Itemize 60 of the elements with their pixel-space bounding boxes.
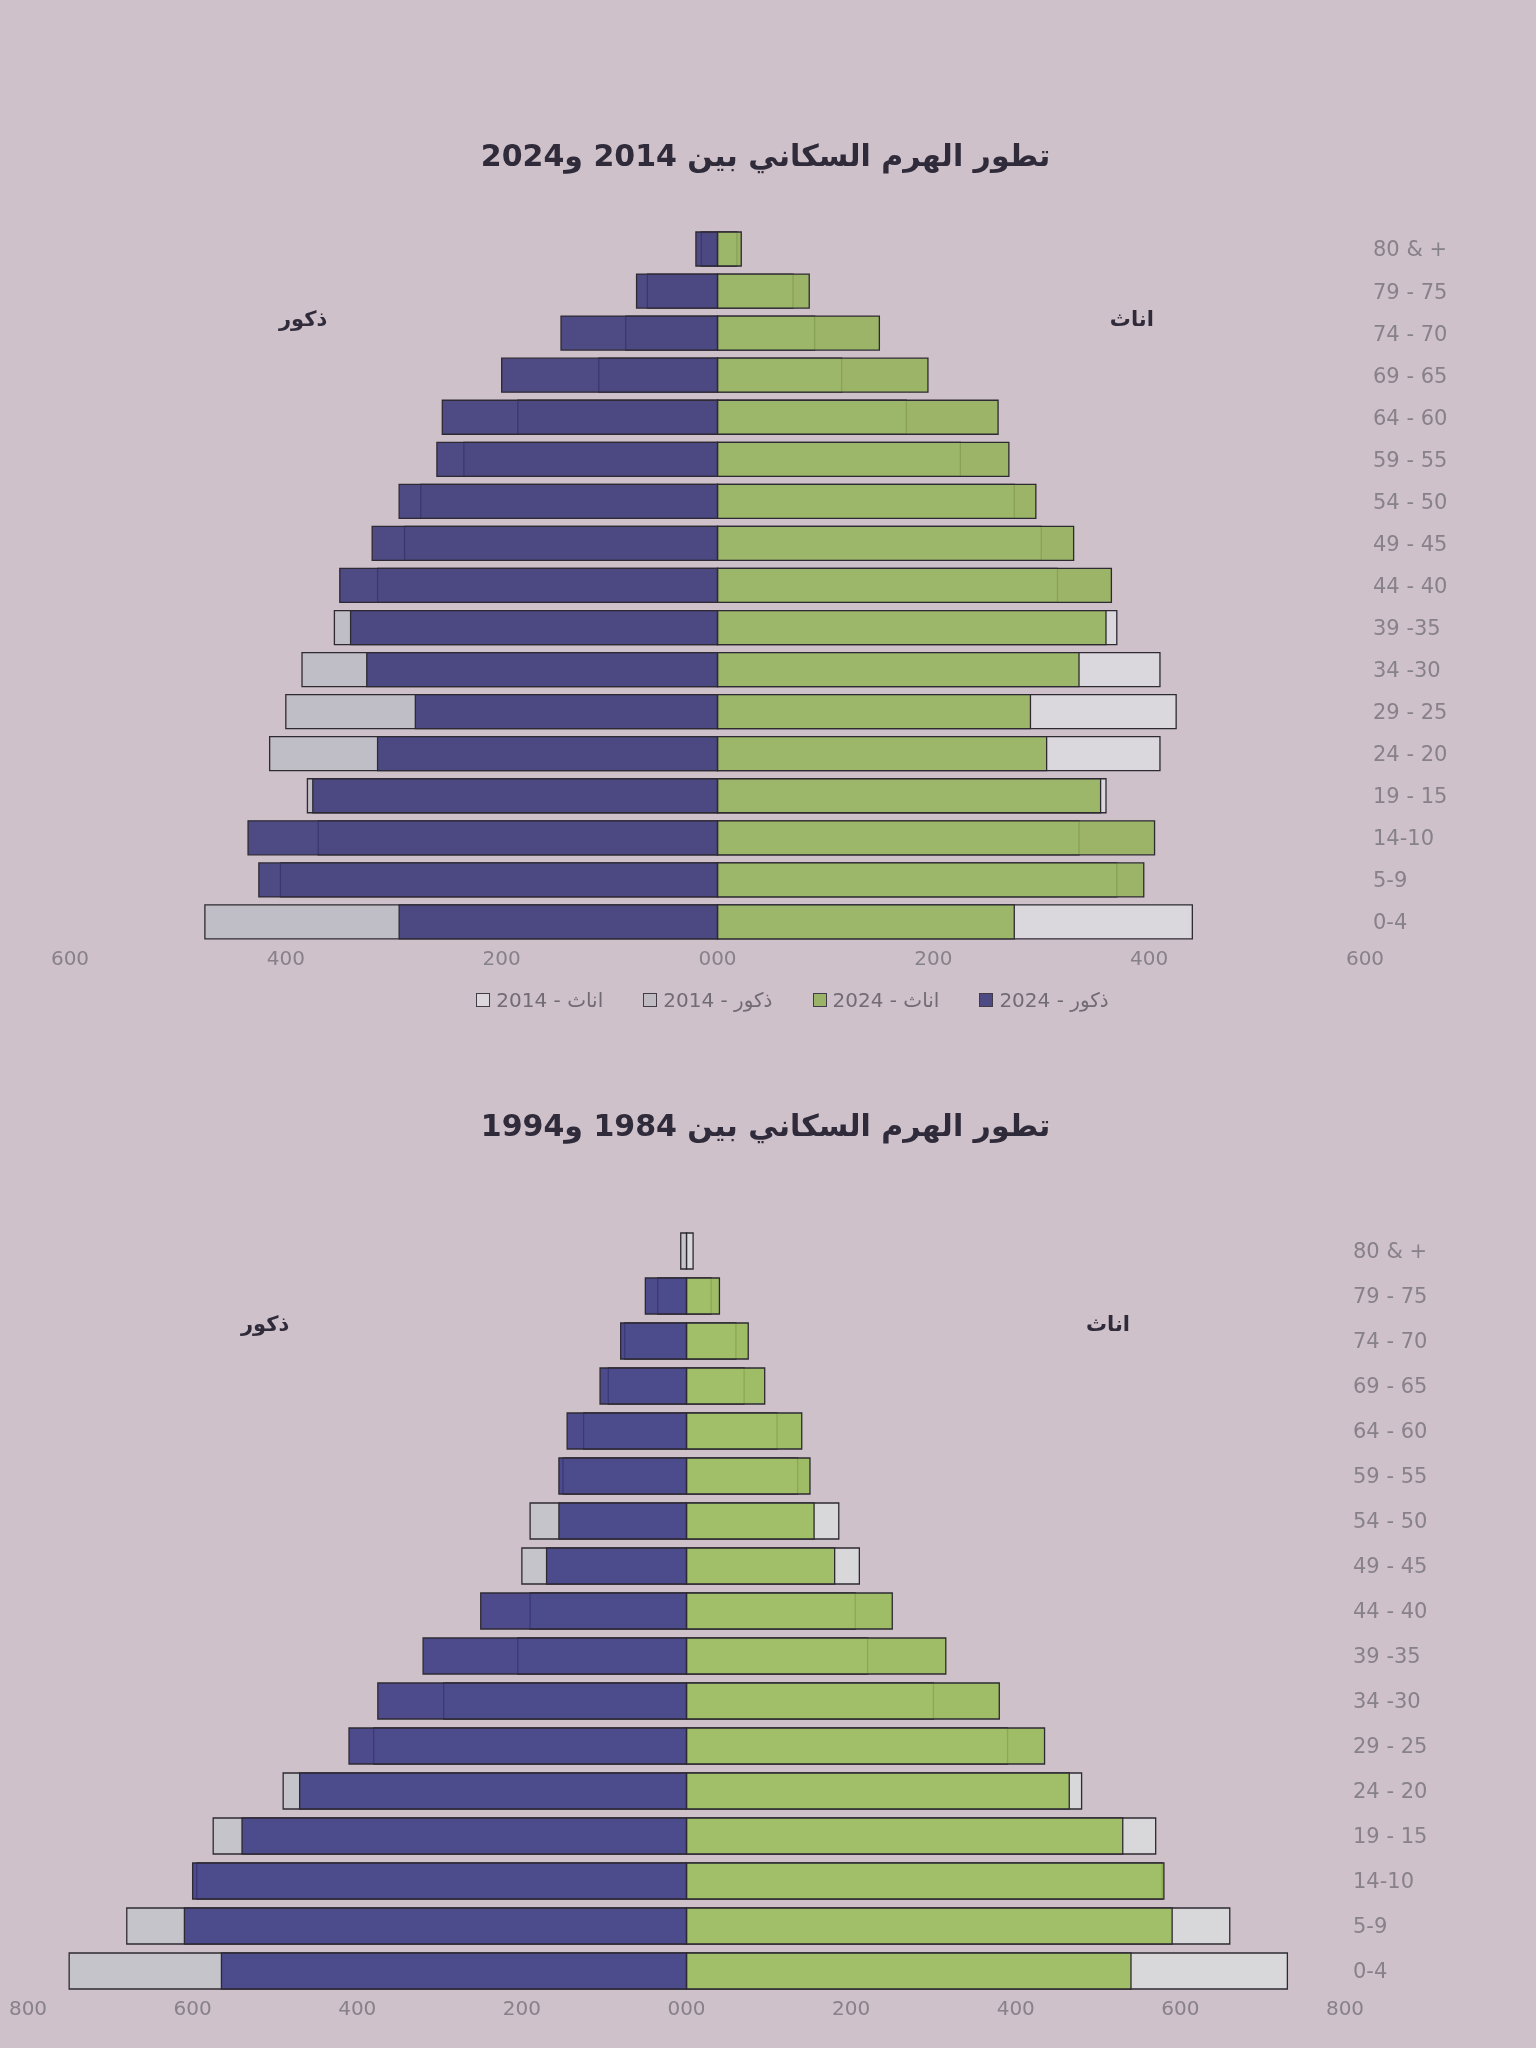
x-tick-label: 000 [667, 1996, 706, 2021]
x-tick-label: 400 [1130, 946, 1169, 971]
x-tick-label: 400 [996, 1996, 1035, 2021]
x-tick-label: 200 [914, 946, 953, 971]
x-tick-label: 800 [1325, 1996, 1365, 2021]
y-tick-label: 74 - 70 [1373, 321, 1448, 346]
y-tick-label: 79 - 75 [1373, 279, 1448, 304]
y-tick-label: 14-10 [1353, 1868, 1415, 1893]
chart-title: تطور الهرم السكاني بين 2014 و2024 [480, 138, 1051, 173]
x-tick-label: 000 [698, 946, 737, 971]
y-tick-label: 64 - 60 [1353, 1418, 1428, 1443]
legend-label: ذكور - 2014 [663, 988, 773, 1012]
annotation: اناث [1085, 1312, 1130, 1337]
x-tick-label: 400 [266, 946, 305, 971]
annotation: اناث [1109, 306, 1154, 331]
y-tick-label: 29 - 25 [1353, 1733, 1428, 1758]
y-tick-label: 79 - 75 [1353, 1283, 1428, 1308]
y-tick-label: 34 -30 [1353, 1688, 1421, 1713]
x-tick-label: 200 [832, 1996, 871, 2021]
x-tick-label: 600 [1345, 946, 1385, 971]
y-tick-label: 54 - 50 [1373, 489, 1448, 514]
y-tick-label: 29 - 25 [1373, 700, 1448, 725]
annotation: ذكور [278, 306, 328, 331]
y-tick-label: 74 - 70 [1353, 1328, 1428, 1353]
y-tick-label: 39 -35 [1353, 1643, 1421, 1668]
y-tick-label: 19 - 15 [1353, 1823, 1428, 1848]
legend-label: اناث - 2014 [496, 988, 604, 1012]
x-tick-label: 600 [50, 946, 90, 971]
chart-title: تطور الهرم السكاني بين 1984 و1994 [480, 1108, 1051, 1143]
y-tick-label: 39 -35 [1373, 616, 1441, 641]
y-tick-label: 5-9 [1373, 868, 1408, 893]
y-tick-label: 80 & + [1353, 1238, 1428, 1263]
x-tick-label: 200 [482, 946, 521, 971]
y-tick-label: 54 - 50 [1353, 1508, 1428, 1533]
y-tick-label: 44 - 40 [1373, 573, 1448, 598]
annotation: ذكور [240, 1312, 290, 1337]
y-tick-label: 34 -30 [1373, 658, 1441, 683]
y-tick-label: 0-4 [1353, 1958, 1388, 1983]
y-tick-label: 59 - 55 [1373, 447, 1448, 472]
y-tick-label: 49 - 45 [1353, 1553, 1428, 1578]
y-tick-label: 59 - 55 [1353, 1463, 1428, 1488]
y-tick-label: 64 - 60 [1373, 405, 1448, 430]
y-tick-label: 69 - 65 [1353, 1373, 1428, 1398]
x-tick-label: 800 [8, 1996, 48, 2021]
x-tick-label: 600 [173, 1996, 212, 2021]
legend-label: ذكور - 2024 [999, 988, 1109, 1012]
y-tick-label: 49 - 45 [1373, 531, 1448, 556]
y-tick-label: 14-10 [1373, 826, 1435, 851]
y-tick-label: 24 - 20 [1373, 742, 1448, 767]
y-tick-label: 0-4 [1373, 910, 1408, 935]
y-tick-label: 19 - 15 [1373, 784, 1448, 809]
x-tick-label: 600 [1161, 1996, 1200, 2021]
y-tick-label: 80 & + [1373, 237, 1448, 262]
y-tick-label: 5-9 [1353, 1913, 1388, 1938]
x-tick-label: 400 [338, 1996, 377, 2021]
y-tick-label: 24 - 20 [1353, 1778, 1428, 1803]
y-tick-label: 44 - 40 [1353, 1598, 1428, 1623]
x-tick-label: 200 [502, 1996, 541, 2021]
legend-label: اناث - 2024 [832, 988, 940, 1012]
y-tick-label: 69 - 65 [1373, 363, 1448, 388]
